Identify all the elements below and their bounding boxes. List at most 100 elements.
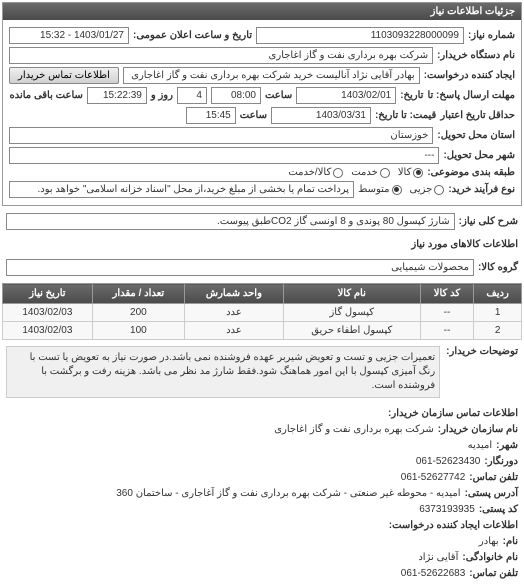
group-label: گروه کالا: bbox=[478, 262, 518, 273]
cell: 200 bbox=[92, 304, 184, 322]
postcode-label: کد پستی: bbox=[479, 502, 518, 518]
group-value: محصولات شیمیایی bbox=[6, 259, 474, 276]
group-section: گروه کالا: محصولات شیمیایی bbox=[0, 254, 524, 281]
need-title-value: شارژ کپسول 80 پوندی و 8 اونسی گاز CO2طبق… bbox=[6, 213, 455, 230]
fax-value: 061-52623430 bbox=[416, 454, 481, 470]
name-value: بهادر bbox=[479, 534, 499, 550]
cell: عدد bbox=[184, 304, 283, 322]
table-header-row: ردیف کد کالا نام کالا واحد شمارش تعداد /… bbox=[3, 284, 522, 304]
requester-label: ایجاد کننده درخواست: bbox=[424, 70, 515, 81]
radio-service-label: خدمت bbox=[351, 167, 378, 178]
th-code: کد کالا bbox=[420, 284, 474, 304]
details-panel: جزئیات اطلاعات نیاز شماره نیاز: 11030932… bbox=[2, 2, 522, 206]
process-note: پرداخت تمام یا بخشی از مبلغ خرید،از محل … bbox=[9, 181, 354, 198]
cell: کپسول اطفاء حریق bbox=[283, 322, 420, 340]
valid-label2: قیمت: تا تاریخ: bbox=[375, 110, 436, 121]
province-value: خوزستان bbox=[9, 127, 433, 144]
time-label2: ساعت bbox=[240, 110, 267, 121]
phone-value: 061-52627742 bbox=[401, 470, 466, 486]
cell: کپسول گاز bbox=[283, 304, 420, 322]
deadline-date: 1403/02/01 bbox=[296, 87, 396, 104]
contact-section: اطلاعات تماس سازمان خریدار: نام سازمان خ… bbox=[0, 402, 524, 586]
postcode-value: 6373193935 bbox=[419, 502, 475, 518]
panel-body: شماره نیاز: 1103093228000099 تاریخ و ساع… bbox=[3, 20, 521, 205]
radio-medium-label: متوسط bbox=[358, 184, 389, 195]
radio-goods-service-label: کالا/خدمت bbox=[288, 167, 331, 178]
cell: عدد bbox=[184, 322, 283, 340]
radio-partial-label: جزیی bbox=[410, 184, 433, 195]
cell: -- bbox=[420, 304, 474, 322]
reqphone-label: تلفن تماس: bbox=[469, 566, 518, 582]
postal-value: امیدیه - محوطه غیر صنعتی - شرکت بهره برد… bbox=[116, 486, 460, 502]
desc-section: توضیحات خریدار: تعمیرات جزیی و تست و تعو… bbox=[0, 342, 524, 402]
goods-info-label: اطلاعات کالاهای مورد نیاز bbox=[0, 235, 524, 254]
buyer-org-value: شرکت بهره برداری نفت و گاز اغاجاری bbox=[9, 47, 433, 64]
number-label: شماره نیاز: bbox=[468, 30, 515, 41]
radio-goods-service[interactable]: کالا/خدمت bbox=[288, 167, 343, 178]
time-left-label: ساعت باقی مانده bbox=[9, 90, 82, 101]
cell: 1403/02/03 bbox=[3, 322, 93, 340]
cell: -- bbox=[420, 322, 474, 340]
requester-title: اطلاعات ایجاد کننده درخواست: bbox=[389, 518, 518, 534]
valid-time: 15:45 bbox=[186, 107, 236, 124]
city-label2: شهر: bbox=[496, 438, 518, 454]
province-label: استان محل تحویل: bbox=[437, 130, 515, 141]
radio-goods[interactable]: کالا bbox=[398, 167, 424, 178]
phone-label: تلفن تماس: bbox=[469, 470, 518, 486]
name-label: نام: bbox=[503, 534, 518, 550]
radio-service[interactable]: خدمت bbox=[351, 167, 390, 178]
city-value2: امیدیه bbox=[468, 438, 493, 454]
valid-date: 1403/03/31 bbox=[271, 107, 371, 124]
th-row: ردیف bbox=[474, 284, 522, 304]
city-value: --- bbox=[9, 147, 439, 164]
time-label1: ساعت bbox=[265, 90, 292, 101]
org-value: شرکت بهره برداری نفت و گاز اغاجاری bbox=[274, 422, 434, 438]
radio-goods-label: کالا bbox=[398, 167, 412, 178]
table-container: ردیف کد کالا نام کالا واحد شمارش تعداد /… bbox=[0, 281, 524, 342]
valid-label: حداقل تاریخ اعتبار bbox=[440, 110, 515, 121]
radio-circle-icon bbox=[434, 185, 444, 195]
desc-label: توضیحات خریدار: bbox=[446, 346, 518, 357]
panel-header: جزئیات اطلاعات نیاز bbox=[3, 3, 521, 20]
cell: 100 bbox=[92, 322, 184, 340]
postal-label: آدرس پستی: bbox=[465, 486, 518, 502]
contact-button[interactable]: اطلاعات تماس خریدار bbox=[9, 67, 119, 84]
th-unit: واحد شمارش bbox=[184, 284, 283, 304]
radio-partial[interactable]: جزیی bbox=[410, 184, 445, 195]
lastname-label: نام خانوادگی: bbox=[462, 550, 518, 566]
category-radio-group: کالا خدمت کالا/خدمت bbox=[288, 167, 423, 178]
city-label: شهر محل تحویل: bbox=[443, 150, 515, 161]
radio-circle-icon bbox=[380, 168, 390, 178]
goods-table: ردیف کد کالا نام کالا واحد شمارش تعداد /… bbox=[2, 283, 522, 340]
fax-label: دورنگار: bbox=[484, 454, 518, 470]
time-left: 15:22:39 bbox=[87, 87, 147, 104]
cell: 1403/02/03 bbox=[3, 304, 93, 322]
radio-circle-icon bbox=[413, 168, 423, 178]
radio-medium[interactable]: متوسط bbox=[358, 184, 401, 195]
radio-circle-icon bbox=[392, 185, 402, 195]
buyer-org-label: نام دستگاه خریدار: bbox=[437, 50, 515, 61]
need-title-section: شرح کلی نیاز: شارژ کپسول 80 پوندی و 8 او… bbox=[0, 208, 524, 235]
days-label: روز و bbox=[151, 90, 173, 101]
table-row: 2 -- کپسول اطفاء حریق عدد 100 1403/02/03 bbox=[3, 322, 522, 340]
deadline-label: مهلت ارسال پاسخ: تا bbox=[427, 90, 515, 101]
lastname-value: آقایی نژاد bbox=[418, 550, 458, 566]
category-label: طبقه بندی موضوعی: bbox=[427, 167, 515, 178]
process-radio-group: جزیی متوسط bbox=[358, 184, 444, 195]
th-date: تاریخ نیاز bbox=[3, 284, 93, 304]
org-label: نام سازمان خریدار: bbox=[438, 422, 518, 438]
need-title-label: شرح کلی نیاز: bbox=[459, 216, 518, 227]
number-value: 1103093228000099 bbox=[256, 27, 464, 44]
table-row: 1 -- کپسول گاز عدد 200 1403/02/03 bbox=[3, 304, 522, 322]
deadline-time: 08:00 bbox=[211, 87, 261, 104]
datetime-value: 1403/01/27 - 15:32 bbox=[9, 27, 129, 44]
deadline-label2: تاریخ: bbox=[400, 90, 423, 101]
reqphone-value: 061-52622683 bbox=[401, 566, 466, 582]
requester-value: بهادر آقایی نژاد آنالیست خرید شرکت بهره … bbox=[123, 67, 420, 84]
desc-text: تعمیرات جزیی و تست و تعویض شیربر عهده فر… bbox=[6, 346, 440, 398]
process-label: نوع فرآیند خرید: bbox=[448, 184, 515, 195]
cell: 1 bbox=[474, 304, 522, 322]
contact-title: اطلاعات تماس سازمان خریدار: bbox=[388, 406, 518, 422]
cell: 2 bbox=[474, 322, 522, 340]
th-name: نام کالا bbox=[283, 284, 420, 304]
